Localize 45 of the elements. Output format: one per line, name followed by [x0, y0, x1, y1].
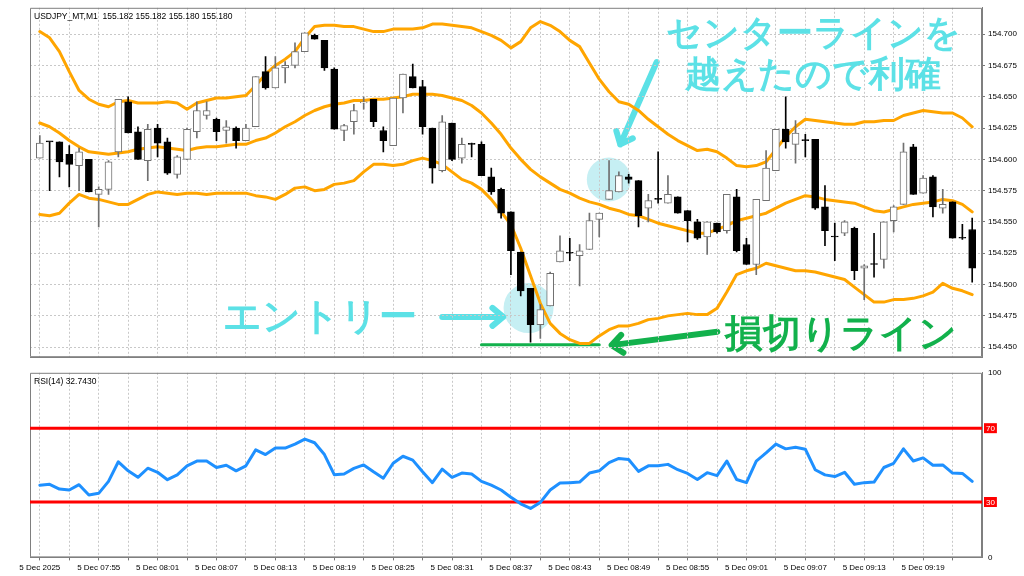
- candlestick: [359, 96, 368, 110]
- x-tick-label: 5 Dec 08:55: [666, 563, 710, 573]
- x-tick-label: 5 Dec 08:37: [489, 563, 534, 573]
- y-tick-label: 154.575: [988, 185, 1018, 195]
- ref-line-label: 30: [986, 497, 996, 507]
- annotation: 損切りライン: [724, 311, 957, 357]
- x-tick-label: 5 Dec 08:01: [136, 563, 180, 573]
- x-tick-label: 5 Dec 08:13: [253, 563, 298, 573]
- y-tick-label: 154.525: [988, 248, 1018, 258]
- y-tick-label: 154.600: [988, 154, 1018, 164]
- x-tick-label: 5 Dec 09:07: [783, 563, 828, 573]
- x-tick-label: 5 Dec 08:07: [194, 563, 239, 573]
- chart-title: USDJPY_MT,M1 155.182 155.182 155.180 155.180: [34, 11, 233, 22]
- candlestick: [830, 222, 839, 262]
- candlestick: [565, 237, 574, 262]
- y-tick-label: 154.475: [988, 311, 1018, 321]
- y-tick-label: 154.500: [988, 279, 1018, 289]
- candlestick: [222, 120, 231, 144]
- x-tick-label: 5 Dec 08:19: [312, 563, 357, 573]
- ref-line-label: 70: [986, 423, 996, 433]
- candlestick: [605, 160, 613, 200]
- x-tick-label: 5 Dec 09:19: [901, 563, 946, 573]
- x-tick-label: 5 Dec 08:43: [548, 563, 592, 573]
- x-tick-label: 5 Dec 08:49: [607, 563, 651, 573]
- y-tick-label: 154.700: [988, 29, 1018, 39]
- candlestick: [94, 186, 103, 228]
- x-tick-label: 5 Dec 09:01: [724, 563, 769, 573]
- candlestick: [781, 96, 790, 149]
- y-tick-label: 154.550: [988, 217, 1018, 227]
- candlestick: [938, 189, 947, 214]
- annotation: エントリー: [222, 294, 417, 339]
- y-tick-label: 154.650: [988, 91, 1018, 101]
- candlestick: [860, 264, 869, 300]
- text: RSI(14) 32.7430: [34, 376, 97, 387]
- x-tick-label: 5 Dec 2025: [19, 563, 61, 573]
- x-tick-label: 5 Dec 08:31: [430, 563, 475, 573]
- annotation: センターラインを越えたので利確: [664, 11, 962, 95]
- y-tick-label: 100: [988, 368, 1002, 377]
- y-tick-label: 0: [988, 552, 993, 562]
- y-tick-label: 154.625: [988, 123, 1018, 133]
- y-tick-label: 154.675: [988, 60, 1018, 70]
- x-tick-label: 5 Dec 07:55: [77, 563, 121, 573]
- x-tick-label: 5 Dec 08:25: [371, 563, 416, 573]
- x-tick-label: 5 Dec 09:13: [842, 563, 887, 573]
- y-tick-label: 154.450: [988, 342, 1018, 352]
